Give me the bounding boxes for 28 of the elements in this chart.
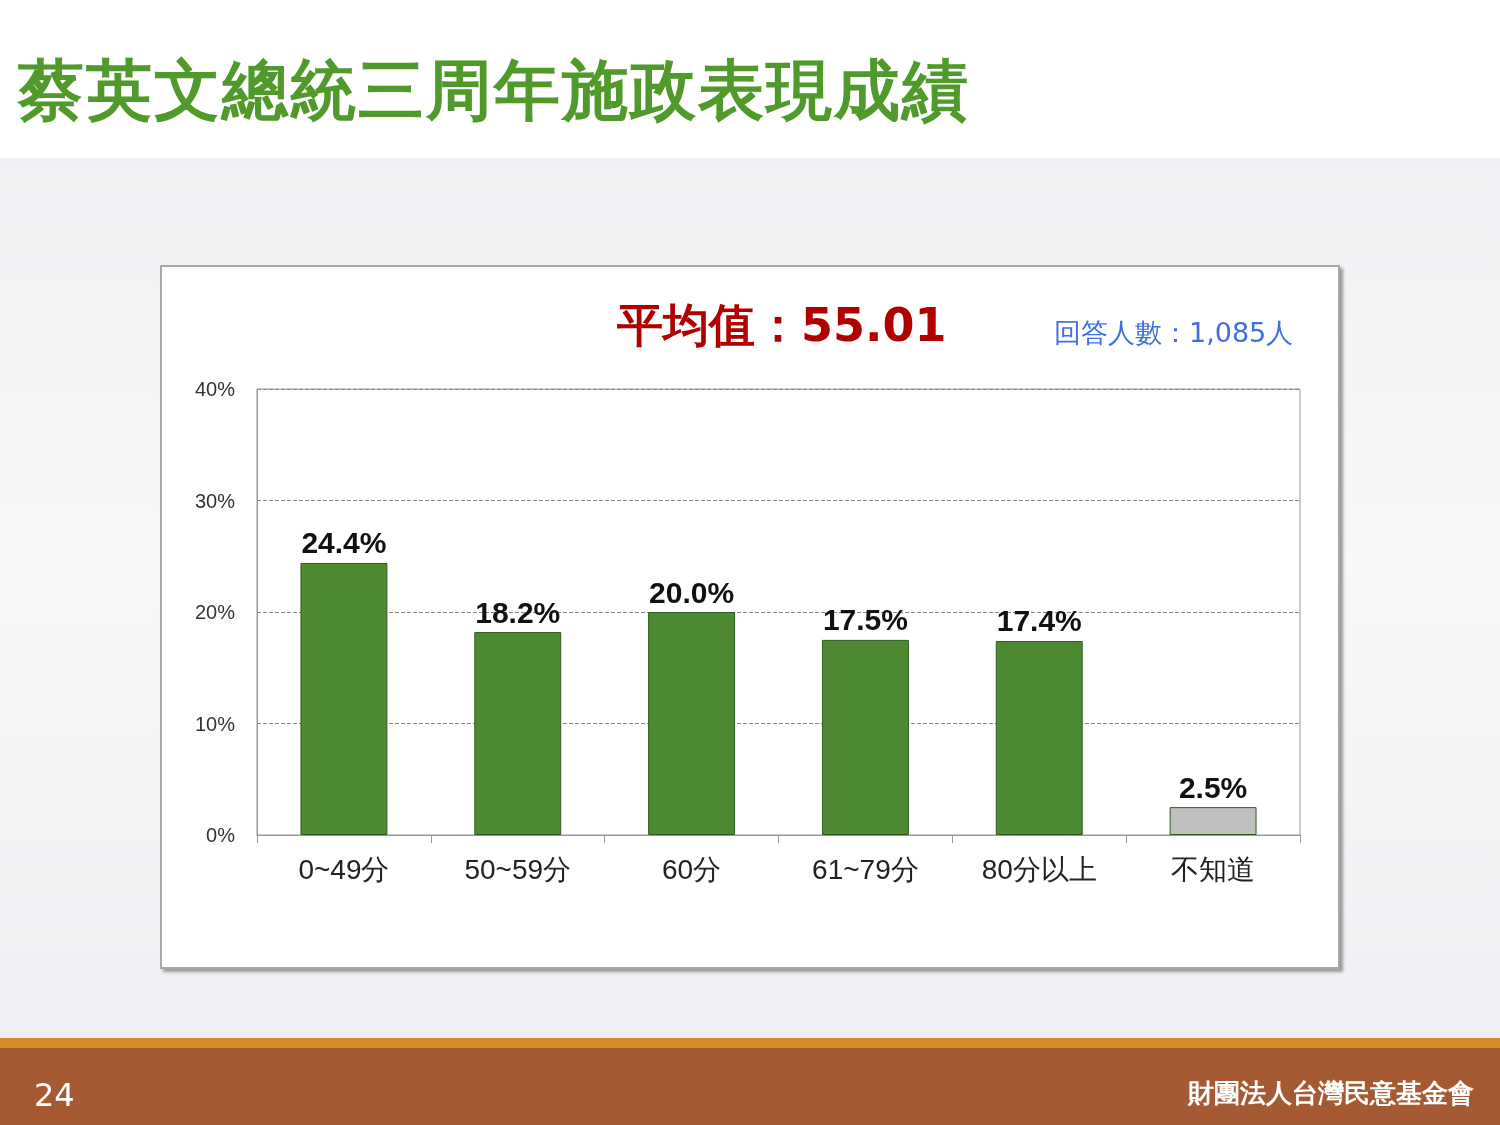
data-label: 17.4% [996, 604, 1082, 638]
bar [1169, 807, 1257, 835]
bar [300, 562, 388, 835]
x-tick-label: 0~49分 [298, 853, 390, 885]
data-label: 2.5% [1178, 770, 1248, 804]
text: 回答人數：1,085人 [1054, 316, 1294, 350]
x-tick-label: 80分以上 [981, 853, 1097, 885]
x-tick-label: 61~79分 [812, 853, 919, 885]
data-label: 24.4% [301, 526, 387, 560]
x-tick-label: 50~59分 [464, 853, 572, 885]
text: 24 [34, 1076, 75, 1114]
data-label: 20.0% [649, 575, 735, 609]
y-tick-label: 20% [194, 601, 236, 623]
x-tick-label: 不知道 [1171, 853, 1256, 885]
chart-title: 蔡英文總統三周年施政表現成績 [18, 51, 970, 131]
bar [648, 612, 736, 835]
x-tick-label: 60分 [662, 853, 722, 885]
y-tick-label: 40% [194, 378, 236, 400]
bar [821, 639, 909, 835]
y-tick-label: 30% [194, 489, 236, 512]
chart-subtitle: 平均值：55.01 [617, 298, 947, 352]
bar [474, 632, 562, 835]
bar [995, 640, 1083, 835]
data-label: 18.2% [475, 595, 561, 629]
text: 財團法人台灣民意基金會 [1188, 1077, 1474, 1110]
data-label: 17.5% [822, 603, 908, 637]
y-tick-label: 0% [206, 824, 236, 846]
y-tick-label: 10% [194, 712, 236, 735]
